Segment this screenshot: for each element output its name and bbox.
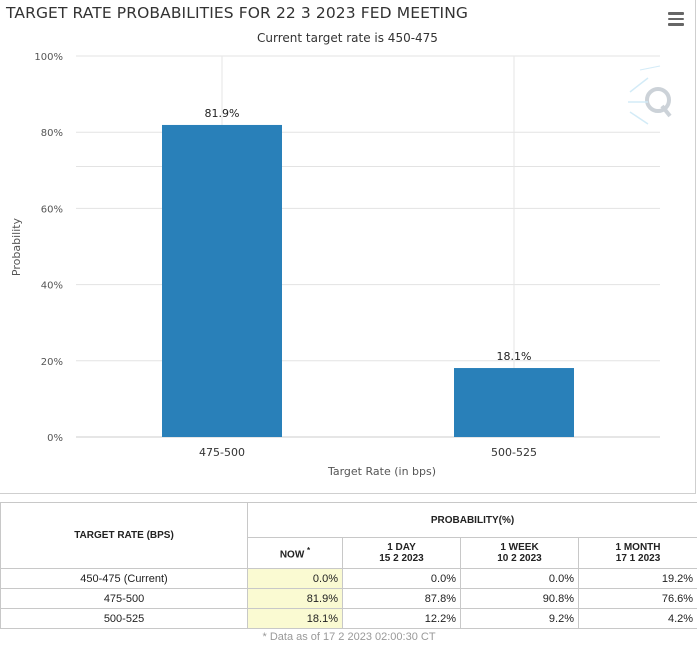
- row-1day: 0.0%: [342, 568, 461, 589]
- y-tick-label: 20%: [41, 357, 63, 368]
- x-tick-label: 475-500: [199, 446, 245, 459]
- row-rate: 475-500: [0, 588, 248, 609]
- data-timestamp-footnote: * Data as of 17 2 2023 02:00:30 CT: [262, 631, 436, 643]
- y-tick-label: 80%: [41, 128, 63, 139]
- x-tick-label: 500-525: [491, 446, 537, 459]
- y-tick-label: 0%: [47, 433, 63, 444]
- table-row: 500-525 18.1% 12.2% 9.2% 4.2%: [0, 608, 697, 629]
- x-axis-title: Target Rate (in bps): [327, 465, 436, 478]
- header-1month: 1 MONTH 17 1 2023: [577, 537, 697, 569]
- bar[interactable]: [162, 124, 282, 437]
- y-axis-title: Probability: [10, 217, 23, 276]
- row-1month: 76.6%: [577, 588, 697, 609]
- table-row: 475-500 81.9% 87.8% 90.8% 76.6%: [0, 588, 697, 609]
- bars: 81.9% 18.1%: [162, 107, 574, 437]
- row-1week: 0.0%: [460, 568, 579, 589]
- probability-table: TARGET RATE (BPS) PROBABILITY(%) NOW * 1…: [0, 502, 697, 645]
- row-1month: 4.2%: [577, 608, 697, 629]
- logo-watermark-icon: [628, 65, 672, 125]
- row-1day: 87.8%: [342, 588, 461, 609]
- row-now: 18.1%: [247, 608, 343, 629]
- header-probability: PROBABILITY(%): [246, 502, 697, 538]
- y-axis-ticks: 0% 20% 40% 60% 80% 100%: [34, 52, 63, 444]
- row-rate: 500-525: [0, 608, 248, 629]
- now-footnote-mark: *: [307, 545, 311, 555]
- row-now: 0.0%: [247, 568, 343, 589]
- chart-title: TARGET RATE PROBABILITIES FOR 22 3 2023 …: [6, 4, 469, 22]
- y-tick-label: 40%: [41, 281, 63, 292]
- header-1day: 1 DAY 15 2 2023: [342, 537, 461, 569]
- hamburger-menu-icon[interactable]: [668, 12, 684, 26]
- bar-data-label: 81.9%: [205, 107, 240, 120]
- y-tick-label: 100%: [34, 52, 63, 63]
- header-target-rate: TARGET RATE (BPS): [0, 502, 248, 569]
- header-now: NOW *: [247, 537, 343, 569]
- row-rate: 450-475 (Current): [0, 568, 248, 589]
- row-now: 81.9%: [247, 588, 343, 609]
- bar-chart: 0% 20% 40% 60% 80% 100% 81.9% 18.1% 475-500 500…: [10, 52, 672, 478]
- bar[interactable]: [454, 368, 574, 437]
- bar-data-label: 18.1%: [497, 350, 532, 363]
- x-axis-ticks: 475-500 500-525: [199, 446, 537, 459]
- header-1week: 1 WEEK 10 2 2023: [460, 537, 579, 569]
- table-row: 450-475 (Current) 0.0% 0.0% 0.0% 19.2%: [0, 568, 697, 589]
- row-1week: 9.2%: [460, 608, 579, 629]
- chart-subtitle: Current target rate is 450-475: [257, 31, 438, 45]
- row-1week: 90.8%: [460, 588, 579, 609]
- y-tick-label: 60%: [41, 204, 63, 215]
- row-1month: 19.2%: [577, 568, 697, 589]
- row-1day: 12.2%: [342, 608, 461, 629]
- chart-panel: TARGET RATE PROBABILITIES FOR 22 3 2023 …: [0, 0, 696, 494]
